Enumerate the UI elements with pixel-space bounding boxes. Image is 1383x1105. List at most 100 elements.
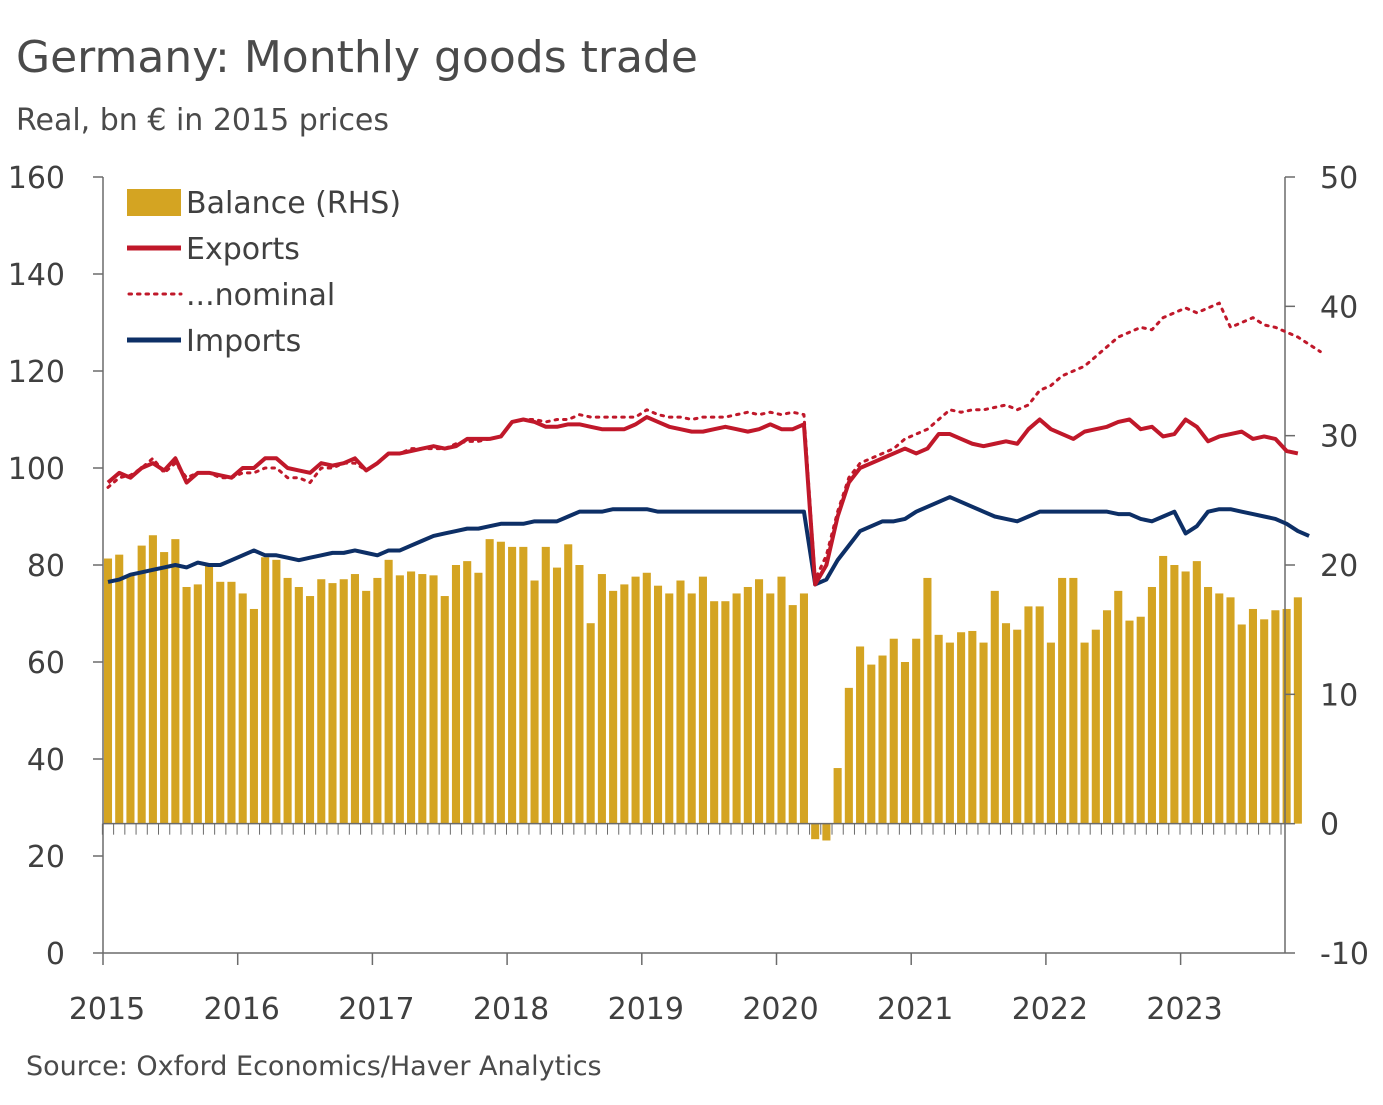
left-tick-label: 60 bbox=[27, 646, 65, 681]
balance-bar bbox=[698, 576, 707, 824]
legend-label: ...nominal bbox=[186, 278, 335, 313]
balance-bar bbox=[1069, 577, 1078, 824]
balance-bar bbox=[407, 571, 416, 824]
balance-bar bbox=[1001, 623, 1011, 824]
chart-title: Germany: Monthly goods trade bbox=[16, 32, 698, 83]
balance-bar bbox=[249, 608, 258, 824]
exports-line bbox=[106, 415, 1299, 587]
balance-bar bbox=[721, 601, 730, 824]
balance-bar bbox=[1181, 571, 1190, 824]
balance-bar bbox=[395, 575, 404, 824]
balance-bar bbox=[1170, 565, 1179, 824]
balance-bar bbox=[1237, 624, 1246, 824]
balance-bar bbox=[519, 546, 528, 824]
balance-bar bbox=[451, 565, 461, 824]
balance-bar bbox=[889, 638, 898, 824]
balance-bar bbox=[856, 646, 865, 824]
balance-bar bbox=[934, 634, 943, 824]
legend-label: Imports bbox=[186, 324, 301, 359]
balance-bar bbox=[844, 687, 853, 824]
year-tick-label: 2020 bbox=[742, 992, 818, 1027]
right-tick-label: 20 bbox=[1320, 549, 1358, 584]
balance-bar bbox=[575, 565, 584, 824]
chart-subtitle: Real, bn € in 2015 prices bbox=[16, 103, 389, 138]
balance-bar bbox=[1114, 590, 1123, 824]
balance-bar bbox=[103, 558, 113, 824]
year-tick-label: 2017 bbox=[338, 992, 414, 1027]
balance-bar bbox=[1248, 608, 1257, 824]
balance-bar bbox=[1091, 629, 1100, 824]
balance-bar bbox=[115, 554, 124, 824]
year-tick-label: 2016 bbox=[204, 992, 280, 1027]
source-note: Source: Oxford Economics/Haver Analytics bbox=[26, 1051, 602, 1082]
balance-bar bbox=[957, 632, 966, 824]
balance-bar bbox=[1293, 597, 1302, 824]
balance-bar bbox=[923, 577, 932, 824]
balance-bar bbox=[586, 623, 595, 824]
balance-bar bbox=[642, 572, 651, 824]
balance-bar bbox=[294, 586, 303, 824]
balance-bar bbox=[339, 579, 348, 824]
balance-bar bbox=[1035, 606, 1044, 824]
left-tick-label: 40 bbox=[27, 743, 65, 778]
left-tick-label: 20 bbox=[27, 840, 65, 875]
balance-bar bbox=[766, 593, 775, 824]
balance-bar bbox=[597, 574, 606, 824]
balance-bar bbox=[687, 593, 696, 824]
balance-bar bbox=[1226, 597, 1235, 824]
balance-bar bbox=[945, 642, 954, 824]
left-tick-label: 140 bbox=[8, 258, 65, 293]
balance-bar bbox=[148, 535, 157, 824]
balance-bar bbox=[710, 601, 719, 824]
balance-bar bbox=[1080, 642, 1089, 824]
balance-bar bbox=[440, 596, 449, 824]
left-tick-label: 120 bbox=[8, 355, 65, 390]
balance-bar bbox=[777, 576, 786, 824]
balance-bar bbox=[979, 642, 988, 824]
left-tick-label: 160 bbox=[8, 161, 65, 196]
balance-bar bbox=[990, 590, 999, 824]
balance-bar bbox=[1215, 593, 1224, 824]
balance-bar bbox=[1192, 561, 1201, 824]
balance-bar bbox=[216, 581, 225, 824]
left-tick-label: 80 bbox=[27, 549, 65, 584]
balance-bar bbox=[496, 541, 505, 824]
balance-bar bbox=[485, 539, 494, 824]
balance-bar bbox=[362, 590, 371, 824]
balance-bar bbox=[1147, 586, 1156, 824]
balance-bar bbox=[373, 577, 382, 824]
left-tick-label: 100 bbox=[8, 452, 65, 487]
right-tick-label: 0 bbox=[1320, 808, 1339, 843]
legend-swatch-bar bbox=[127, 189, 181, 216]
balance-bar bbox=[732, 593, 741, 824]
balance-bar bbox=[665, 593, 674, 824]
balance-bar bbox=[1024, 606, 1033, 824]
balance-bar bbox=[1260, 619, 1269, 824]
balance-bar bbox=[564, 544, 573, 824]
balance-bar bbox=[1136, 616, 1145, 824]
balance-bar bbox=[968, 630, 977, 824]
balance-bar bbox=[429, 575, 438, 824]
balance-bar bbox=[620, 584, 629, 824]
balance-bar bbox=[1159, 555, 1168, 824]
right-tick-label: 30 bbox=[1320, 420, 1358, 455]
balance-bar bbox=[182, 586, 191, 824]
balance-bar bbox=[328, 583, 337, 824]
balance-bar bbox=[676, 580, 685, 824]
balance-bar bbox=[811, 823, 820, 840]
balance-bar bbox=[418, 574, 427, 824]
balance-bar bbox=[508, 546, 517, 824]
right-tick-label: 50 bbox=[1320, 161, 1358, 196]
balance-bar bbox=[160, 552, 169, 824]
balance-bar bbox=[912, 638, 921, 824]
balance-bar bbox=[1046, 642, 1055, 824]
balance-bar bbox=[1013, 629, 1022, 824]
legend: Balance (RHS) Exports ...nominal Imports bbox=[127, 186, 401, 359]
balance-bars bbox=[103, 535, 1302, 841]
balance-bar bbox=[552, 567, 562, 824]
balance-bar bbox=[878, 655, 887, 824]
axes: 0 20 40 60 80 100 120 140 160 -10 0 10 20 30 40 50 2015 2… bbox=[8, 161, 1369, 1027]
balance-bar bbox=[788, 605, 797, 824]
balance-bar bbox=[900, 662, 910, 824]
right-tick-label: 10 bbox=[1320, 678, 1358, 713]
